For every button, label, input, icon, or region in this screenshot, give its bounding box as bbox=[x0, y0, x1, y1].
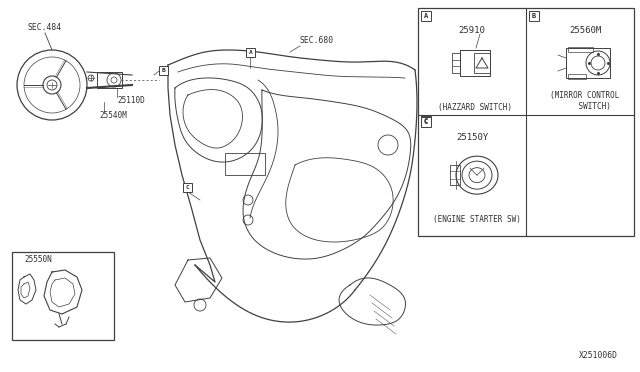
Text: 25540M: 25540M bbox=[99, 110, 127, 119]
Text: 25560M: 25560M bbox=[569, 26, 601, 35]
Bar bbox=[246, 48, 255, 57]
Bar bbox=[568, 74, 586, 79]
Bar bbox=[529, 11, 539, 21]
Bar bbox=[421, 11, 431, 21]
Text: (HAZZARD SWITCH): (HAZZARD SWITCH) bbox=[438, 103, 512, 112]
Text: 25550N: 25550N bbox=[24, 256, 52, 264]
Text: 25910: 25910 bbox=[459, 26, 485, 35]
Text: B: B bbox=[162, 68, 165, 73]
Text: (MIRROR CONTROL
    SWITCH): (MIRROR CONTROL SWITCH) bbox=[550, 92, 620, 111]
Text: A: A bbox=[248, 50, 252, 55]
Text: SEC.680: SEC.680 bbox=[300, 35, 334, 45]
Bar bbox=[421, 116, 431, 126]
Text: X251006D: X251006D bbox=[579, 351, 618, 360]
Bar bbox=[421, 117, 431, 127]
Bar bbox=[225, 153, 265, 175]
Bar bbox=[12, 252, 114, 340]
Text: (ENGINE STARTER SW): (ENGINE STARTER SW) bbox=[433, 215, 521, 224]
Bar bbox=[460, 50, 490, 76]
Text: C: C bbox=[424, 119, 428, 125]
Text: B: B bbox=[532, 13, 536, 19]
Text: 25150Y: 25150Y bbox=[456, 133, 488, 142]
Bar bbox=[566, 48, 610, 78]
Text: SEC.484: SEC.484 bbox=[27, 22, 61, 32]
Text: 25110D: 25110D bbox=[117, 96, 145, 105]
Bar bbox=[474, 53, 490, 73]
Bar bbox=[97, 72, 122, 88]
Text: C: C bbox=[186, 185, 189, 190]
Text: C: C bbox=[424, 118, 428, 124]
Bar bbox=[452, 53, 460, 73]
Text: A: A bbox=[424, 13, 428, 19]
Bar bbox=[159, 66, 168, 75]
Bar bbox=[418, 8, 634, 236]
Bar bbox=[568, 47, 593, 52]
Bar bbox=[183, 183, 192, 192]
Bar bbox=[450, 165, 460, 185]
